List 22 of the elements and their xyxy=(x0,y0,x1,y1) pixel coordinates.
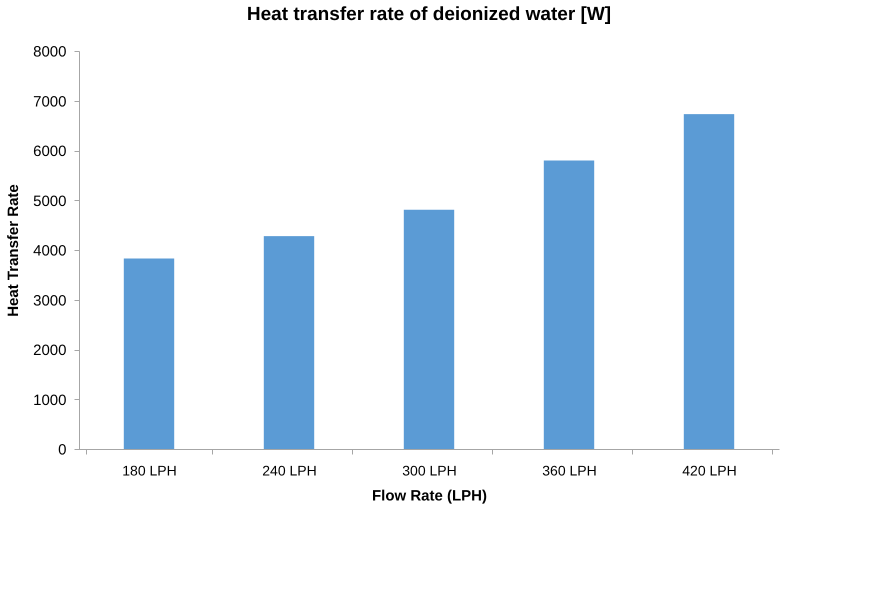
x-axis-title: Flow Rate (LPH) xyxy=(372,488,487,504)
bar xyxy=(264,236,314,449)
y-tick-label: 6000 xyxy=(33,143,66,160)
bar xyxy=(684,114,734,449)
bar xyxy=(544,160,594,449)
x-tick-label: 240 LPH xyxy=(262,462,317,478)
x-tick-label: 360 LPH xyxy=(542,462,597,478)
y-tick-label: 7000 xyxy=(33,93,66,110)
y-tick-label: 4000 xyxy=(33,242,66,260)
y-tick-label: 8000 xyxy=(33,44,66,60)
chart-title: Heat transfer rate of deionized water [W] xyxy=(246,4,612,25)
bar xyxy=(124,258,174,449)
y-tick-label: 2000 xyxy=(33,342,66,359)
bar xyxy=(404,210,454,449)
x-tick-label: 420 LPH xyxy=(682,462,737,478)
y-axis-title: Heat Transfer Rate xyxy=(5,184,22,317)
y-tick-label: 5000 xyxy=(33,192,66,210)
x-tick-label: 300 LPH xyxy=(402,462,457,478)
y-tick-label: 3000 xyxy=(33,292,66,310)
y-tick-label: 1000 xyxy=(33,392,66,409)
y-tick-label: 0 xyxy=(58,442,66,458)
x-tick-label: 180 LPH xyxy=(122,462,177,478)
